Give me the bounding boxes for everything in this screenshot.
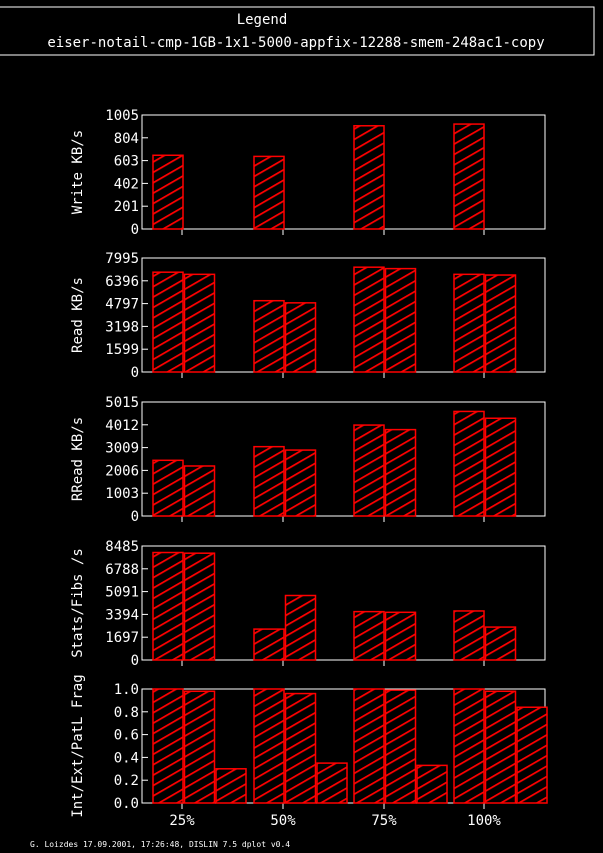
plot-frame (141, 401, 546, 517)
bar (453, 123, 485, 230)
bar (215, 768, 247, 804)
y-tick-label: 0.0 (114, 796, 139, 812)
bar (284, 302, 317, 373)
y-tick-label: 0.8 (114, 705, 139, 721)
y-tick-label: 8485 (105, 539, 139, 555)
y-axis-label: Int/Ext/PatL Frag (70, 674, 86, 817)
bar (484, 417, 517, 517)
plot-frame (141, 114, 546, 230)
legend-entry: eiser-notail-cmp-1GB-1x1-5000-appfix-122… (47, 35, 544, 51)
y-tick-label: 4012 (105, 418, 139, 434)
y-tick-label: 6396 (105, 274, 139, 290)
bar (484, 274, 517, 373)
bar (284, 692, 317, 804)
y-axis-label: Write KB/s (70, 130, 86, 214)
y-tick-label: 3198 (105, 319, 139, 335)
y-tick-label: 1599 (105, 342, 139, 358)
y-tick-label: 3009 (105, 441, 139, 457)
legend-box: Legend eiser-notail-cmp-1GB-1x1-5000-app… (0, 6, 595, 56)
y-tick-label: 6788 (105, 562, 139, 578)
bar (353, 125, 385, 230)
bar (253, 299, 285, 373)
bar (453, 273, 485, 373)
y-tick-label: 1003 (105, 486, 139, 502)
bar (152, 459, 184, 517)
y-tick-label: 1005 (105, 108, 139, 124)
bar (183, 552, 216, 661)
bar (353, 688, 385, 804)
bar (284, 449, 317, 517)
y-tick-label: 0 (131, 653, 139, 669)
y-tick-label: 0.2 (114, 773, 139, 789)
bar (183, 273, 216, 373)
x-tick-label: 25% (169, 813, 195, 829)
y-tick-label: 3394 (105, 607, 139, 623)
bar (353, 424, 385, 517)
bar (183, 465, 216, 517)
plot-frame (141, 545, 546, 661)
y-tick-label: 603 (114, 154, 139, 170)
y-tick-label: 402 (114, 176, 139, 192)
bar (152, 271, 184, 373)
y-tick-label: 5091 (105, 585, 139, 601)
panel-1: 0 201 402 603 804 1005 Write KB/s (70, 108, 546, 238)
bar (453, 410, 485, 517)
panel-4: 0 1697 3394 5091 6788 8485 Stats/Fibs /s (70, 539, 546, 669)
bar (284, 594, 317, 661)
x-axis-labels: 25% 50% 75% 100% (169, 813, 501, 829)
bar (253, 445, 285, 517)
y-tick-label: 201 (114, 199, 139, 215)
bar (484, 690, 517, 804)
y-tick-label: 0 (131, 509, 139, 525)
y-tick-label: 7995 (105, 251, 139, 267)
legend-title: Legend (237, 12, 288, 28)
x-tick-label: 75% (371, 813, 397, 829)
bar (152, 154, 184, 230)
bar (453, 688, 485, 804)
plot-frame (141, 257, 546, 373)
y-tick-label: 0.4 (114, 750, 139, 766)
y-tick-label: 1697 (105, 630, 139, 646)
y-tick-label: 0.6 (114, 728, 139, 744)
bar (353, 610, 385, 661)
bar (416, 764, 448, 804)
y-axis-label: Read KB/s (70, 277, 86, 353)
bar (384, 428, 417, 517)
bar (384, 689, 417, 804)
y-tick-label: 4797 (105, 297, 139, 313)
panel-3: 0 1003 2006 3009 4012 5015 RRead KB/s (70, 395, 546, 525)
bar (183, 690, 216, 804)
y-axis-label: RRead KB/s (70, 417, 86, 501)
y-tick-label: 5015 (105, 395, 139, 411)
y-tick-label: 1.0 (114, 682, 139, 698)
bar (152, 551, 184, 661)
bar (353, 266, 385, 373)
panel-2: 0 1599 3198 4797 6396 7995 Read KB/s (70, 251, 546, 381)
y-tick-label: 2006 (105, 463, 139, 479)
x-tick-label: 100% (467, 813, 501, 829)
bar (384, 267, 417, 373)
bar (152, 688, 184, 804)
y-tick-label: 804 (114, 131, 139, 147)
bar (253, 155, 285, 230)
bar (253, 628, 285, 661)
footer-credit: G. Loizdes 17.09.2001, 17:26:48, DISLIN … (30, 840, 290, 849)
y-tick-label: 0 (131, 222, 139, 238)
x-tick-label: 50% (270, 813, 296, 829)
bar (484, 626, 517, 661)
bar (316, 762, 348, 804)
bar (384, 611, 417, 661)
y-tick-label: 0 (131, 365, 139, 381)
bar (453, 610, 485, 661)
panel-5: 0.0 0.2 0.4 0.6 0.8 1.0 Int/Ext/PatL Frag (70, 674, 548, 818)
bar (253, 688, 285, 804)
bar (516, 706, 548, 804)
y-axis-label: Stats/Fibs /s (70, 548, 86, 658)
